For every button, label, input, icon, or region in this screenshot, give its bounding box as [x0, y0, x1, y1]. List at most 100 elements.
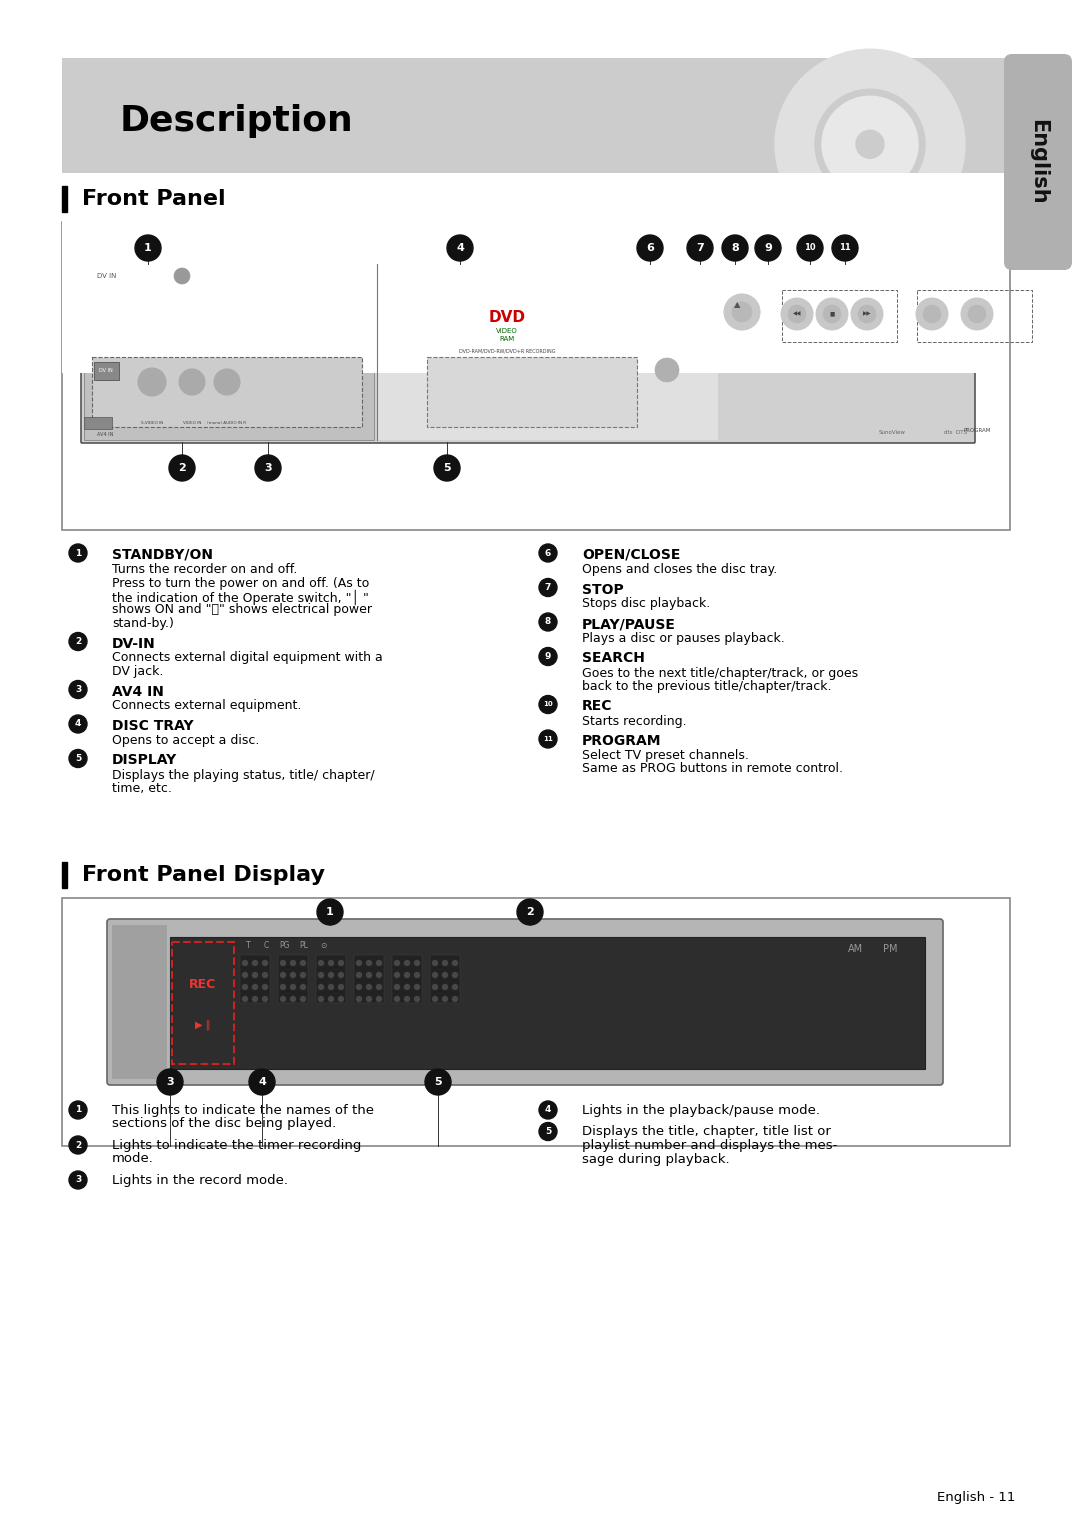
- Bar: [94, 362, 119, 380]
- Circle shape: [775, 49, 966, 240]
- Text: Description: Description: [120, 104, 354, 139]
- Text: Select TV preset channels.: Select TV preset channels.: [582, 749, 748, 761]
- Text: the indication of the Operate switch, "│ ": the indication of the Operate switch, "│…: [112, 591, 369, 606]
- Circle shape: [539, 543, 557, 562]
- Text: 3: 3: [75, 685, 81, 694]
- Circle shape: [69, 632, 87, 650]
- Text: dts  DTS: dts DTS: [944, 430, 967, 435]
- Circle shape: [249, 1070, 275, 1096]
- Circle shape: [858, 305, 876, 324]
- Text: S-VIDEO IN: S-VIDEO IN: [140, 421, 163, 426]
- Text: ◀◀: ◀◀: [793, 311, 801, 316]
- Text: ⊙: ⊙: [320, 940, 326, 949]
- Circle shape: [281, 960, 285, 966]
- Circle shape: [338, 984, 343, 989]
- Text: REC: REC: [582, 699, 612, 714]
- Circle shape: [319, 984, 324, 989]
- Circle shape: [377, 972, 381, 978]
- Text: AV4 IN: AV4 IN: [112, 685, 164, 699]
- Circle shape: [432, 984, 437, 989]
- Text: 1: 1: [75, 548, 81, 557]
- Circle shape: [291, 996, 296, 1001]
- Circle shape: [539, 647, 557, 665]
- Circle shape: [797, 235, 823, 261]
- Circle shape: [816, 298, 848, 330]
- Circle shape: [539, 1123, 557, 1140]
- Circle shape: [822, 96, 918, 192]
- Text: time, etc.: time, etc.: [112, 781, 172, 795]
- Circle shape: [539, 613, 557, 630]
- Text: DVD-RAM/DVD-RW/DVD+R RECORDING: DVD-RAM/DVD-RW/DVD+R RECORDING: [459, 348, 555, 354]
- Text: ▶ ‖: ▶ ‖: [195, 1019, 211, 1030]
- Circle shape: [168, 455, 195, 481]
- Bar: [427, 357, 637, 427]
- Circle shape: [723, 235, 748, 261]
- Circle shape: [377, 960, 381, 966]
- Text: back to the previous title/chapter/track.: back to the previous title/chapter/track…: [582, 681, 832, 693]
- Circle shape: [291, 984, 296, 989]
- Text: Turns the recorder on and off.: Turns the recorder on and off.: [112, 563, 297, 575]
- Circle shape: [338, 996, 343, 1001]
- Circle shape: [338, 972, 343, 978]
- Circle shape: [856, 130, 885, 159]
- Circle shape: [69, 1135, 87, 1154]
- Circle shape: [453, 960, 458, 966]
- Text: 11: 11: [543, 736, 553, 742]
- Text: Lights in the record mode.: Lights in the record mode.: [112, 1173, 288, 1187]
- Circle shape: [281, 996, 285, 1001]
- Text: Same as PROG buttons in remote control.: Same as PROG buttons in remote control.: [582, 763, 843, 775]
- Circle shape: [732, 302, 752, 322]
- Text: Connects external equipment.: Connects external equipment.: [112, 699, 301, 713]
- Text: 3: 3: [265, 462, 272, 473]
- Circle shape: [253, 972, 257, 978]
- Circle shape: [262, 996, 268, 1001]
- Text: 5: 5: [443, 462, 450, 473]
- Circle shape: [432, 972, 437, 978]
- Circle shape: [328, 984, 334, 989]
- Text: C: C: [264, 940, 269, 949]
- Text: 5: 5: [545, 1128, 551, 1135]
- Circle shape: [654, 359, 679, 382]
- Text: stand-by.): stand-by.): [112, 617, 174, 630]
- Text: PG: PG: [280, 940, 291, 949]
- Text: Displays the title, chapter, title list or: Displays the title, chapter, title list …: [582, 1126, 831, 1138]
- Circle shape: [781, 298, 813, 330]
- Text: 11: 11: [839, 244, 851, 252]
- Circle shape: [69, 1100, 87, 1119]
- Text: STANDBY/ON: STANDBY/ON: [112, 548, 213, 562]
- Circle shape: [687, 235, 713, 261]
- Bar: [917, 290, 1032, 342]
- Text: DV IN: DV IN: [97, 273, 117, 279]
- Text: 9: 9: [764, 243, 772, 253]
- FancyBboxPatch shape: [107, 919, 943, 1085]
- Bar: [62, 897, 1010, 1146]
- Bar: [112, 925, 167, 1079]
- Text: sage during playback.: sage during playback.: [582, 1152, 730, 1166]
- Circle shape: [453, 984, 458, 989]
- Circle shape: [815, 89, 924, 200]
- Text: 8: 8: [731, 243, 739, 253]
- Bar: [782, 290, 897, 342]
- Bar: [84, 264, 972, 291]
- Text: 7: 7: [544, 583, 551, 592]
- Circle shape: [539, 1100, 557, 1119]
- Text: 5: 5: [434, 1077, 442, 1087]
- Circle shape: [788, 305, 806, 324]
- Text: AM: AM: [848, 945, 863, 954]
- Text: mode.: mode.: [112, 1152, 153, 1166]
- Bar: [62, 862, 67, 888]
- Circle shape: [255, 455, 281, 481]
- Circle shape: [405, 996, 409, 1001]
- Circle shape: [69, 543, 87, 562]
- Text: DVD: DVD: [488, 310, 526, 325]
- Circle shape: [968, 305, 986, 324]
- Circle shape: [443, 984, 447, 989]
- Text: PLAY/PAUSE: PLAY/PAUSE: [582, 617, 676, 630]
- Bar: [84, 291, 374, 439]
- Text: Press to turn the power on and off. (As to: Press to turn the power on and off. (As …: [112, 577, 369, 589]
- Text: This lights to indicate the names of the: This lights to indicate the names of the: [112, 1103, 374, 1117]
- Bar: [92, 357, 362, 427]
- Text: 2: 2: [526, 906, 534, 917]
- Bar: [84, 417, 112, 429]
- Text: VIDEO: VIDEO: [496, 328, 518, 334]
